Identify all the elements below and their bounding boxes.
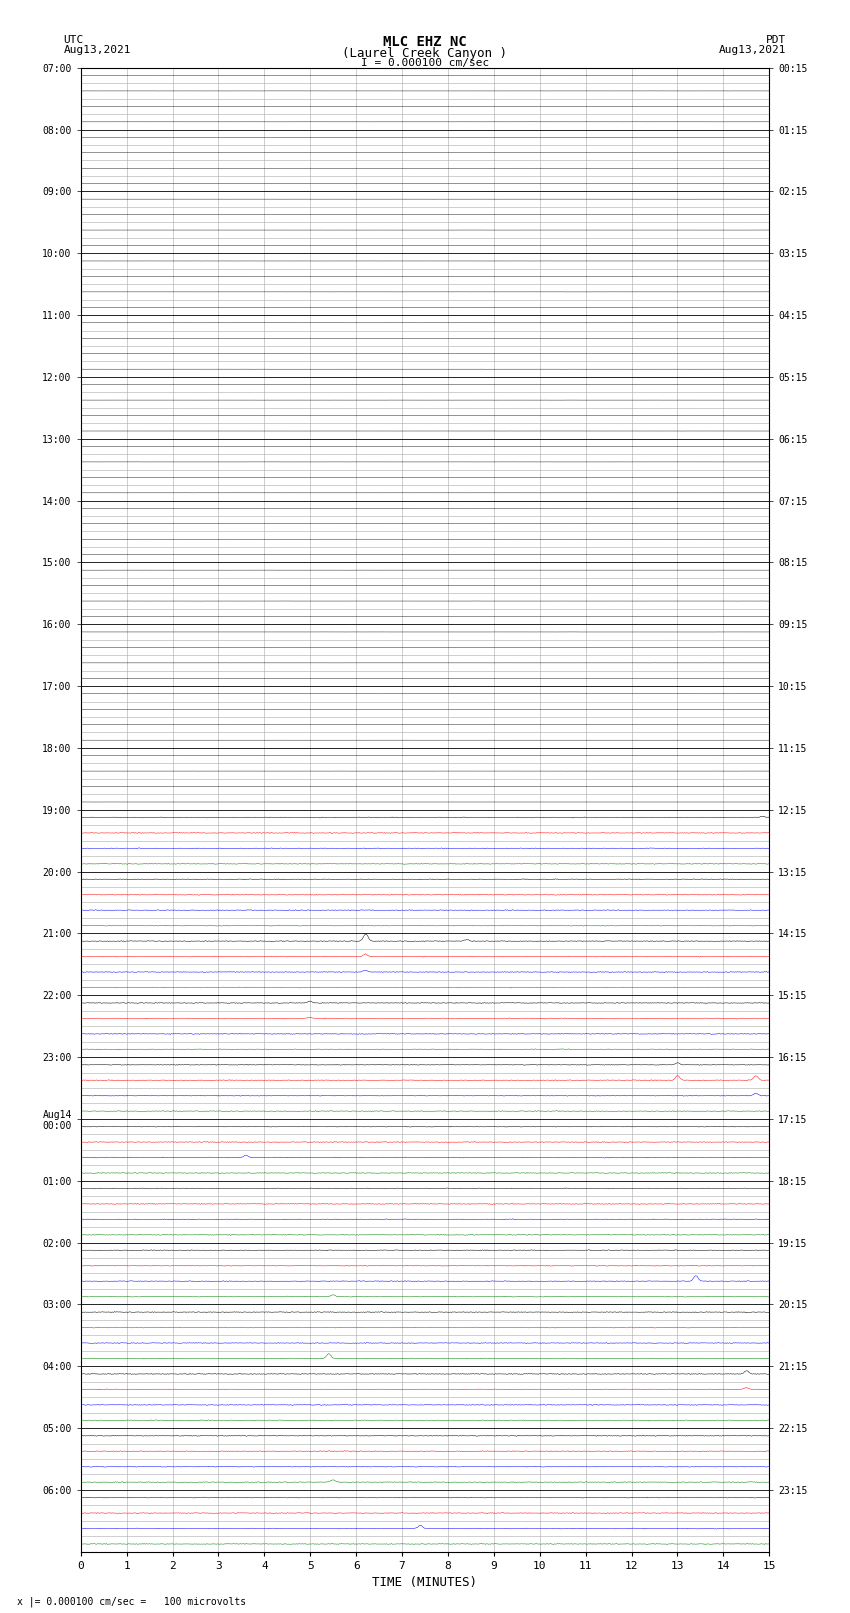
Text: MLC EHZ NC: MLC EHZ NC bbox=[383, 35, 467, 50]
Text: Aug13,2021: Aug13,2021 bbox=[64, 45, 131, 55]
Text: PDT: PDT bbox=[766, 35, 786, 45]
Text: I = 0.000100 cm/sec: I = 0.000100 cm/sec bbox=[361, 58, 489, 68]
Text: Aug13,2021: Aug13,2021 bbox=[719, 45, 786, 55]
Text: (Laurel Creek Canyon ): (Laurel Creek Canyon ) bbox=[343, 47, 507, 60]
Text: x |= 0.000100 cm/sec =   100 microvolts: x |= 0.000100 cm/sec = 100 microvolts bbox=[17, 1595, 246, 1607]
Text: UTC: UTC bbox=[64, 35, 84, 45]
X-axis label: TIME (MINUTES): TIME (MINUTES) bbox=[372, 1576, 478, 1589]
